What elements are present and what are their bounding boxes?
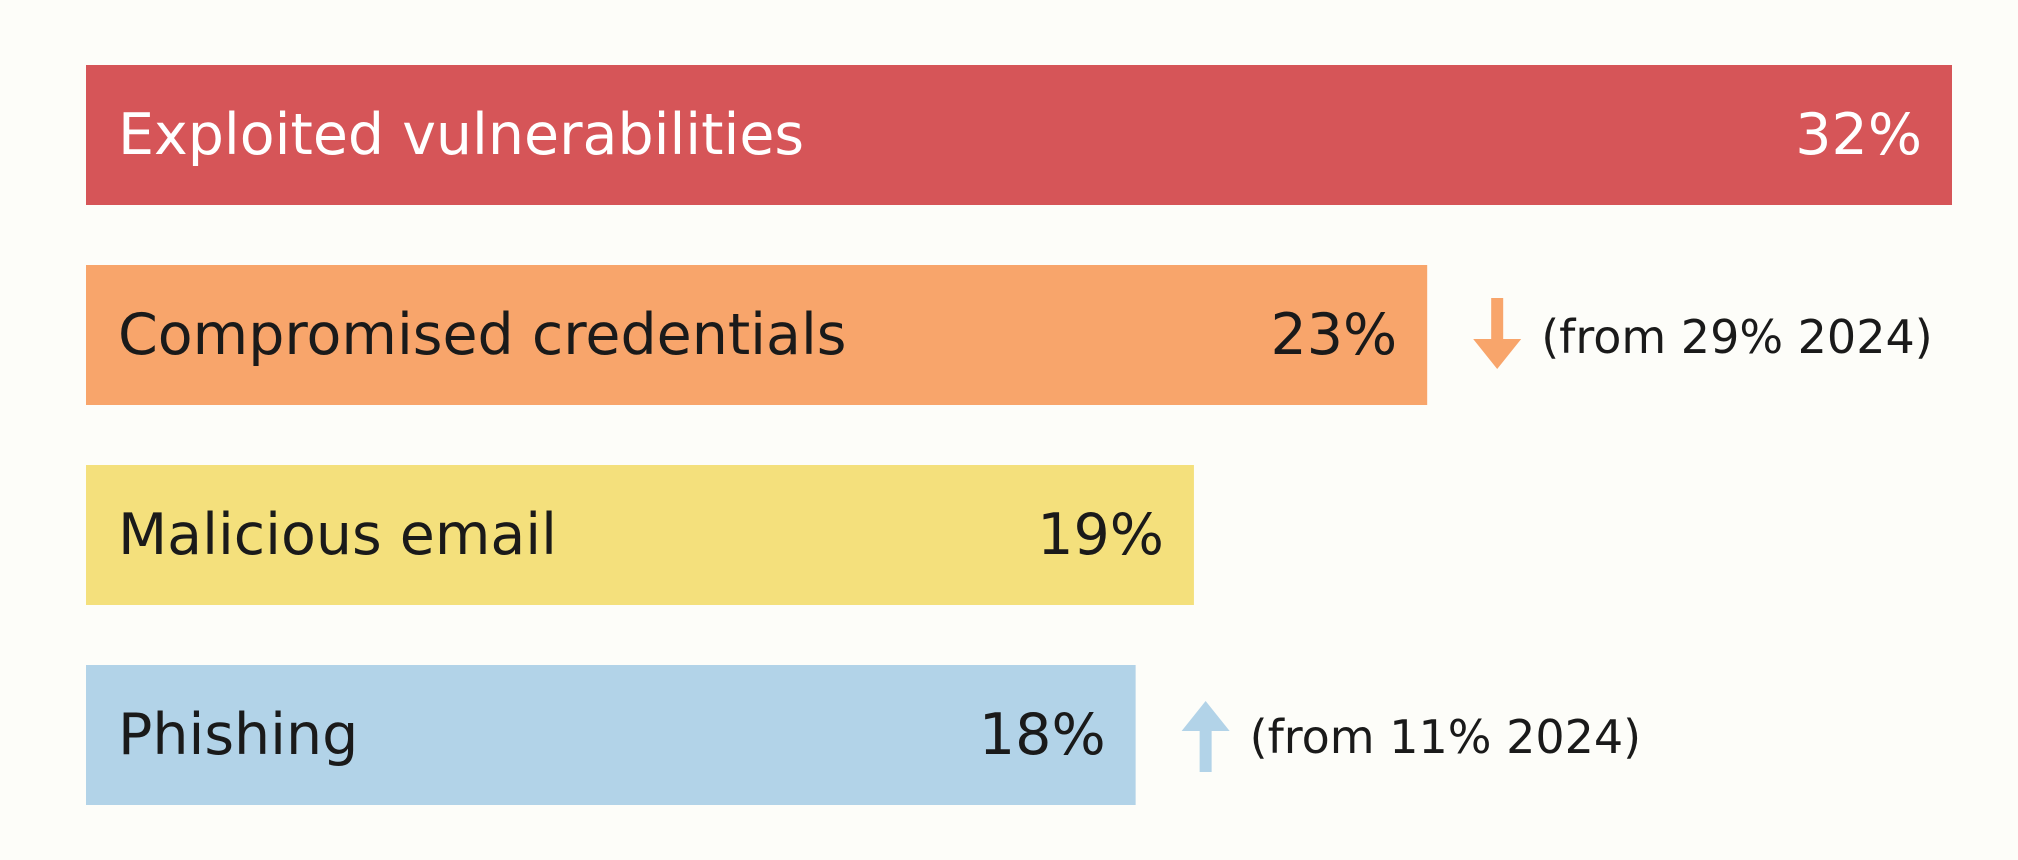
category-label-phishing: Phishing <box>118 702 358 768</box>
value-label-compromised-credentials: 23% <box>1270 302 1397 368</box>
annotation-text: (from 29% 2024) <box>1541 310 1933 364</box>
bar-phishing <box>86 665 1136 805</box>
value-label-exploited-vulnerabilities: 32% <box>1795 102 1922 168</box>
arrow-down-icon <box>1473 298 1522 369</box>
category-label-exploited-vulnerabilities: Exploited vulnerabilities <box>118 102 804 168</box>
annotations-group: (from 29% 2024) (from 11% 2024) <box>1181 298 1933 772</box>
bar-exploited-vulnerabilities <box>86 65 1952 205</box>
bar-malicious-email <box>86 465 1194 605</box>
annotation-text: (from 11% 2024) <box>1250 710 1642 764</box>
arrow-up-icon <box>1181 701 1230 772</box>
value-label-malicious-email: 19% <box>1037 502 1164 568</box>
category-label-compromised-credentials: Compromised credentials <box>118 302 846 368</box>
bars-group: Exploited vulnerabilities 32% Compromised … <box>86 65 1952 805</box>
bar-compromised-credentials <box>86 265 1428 405</box>
category-label-malicious-email: Malicious email <box>118 502 557 568</box>
value-label-phishing: 18% <box>979 702 1106 768</box>
